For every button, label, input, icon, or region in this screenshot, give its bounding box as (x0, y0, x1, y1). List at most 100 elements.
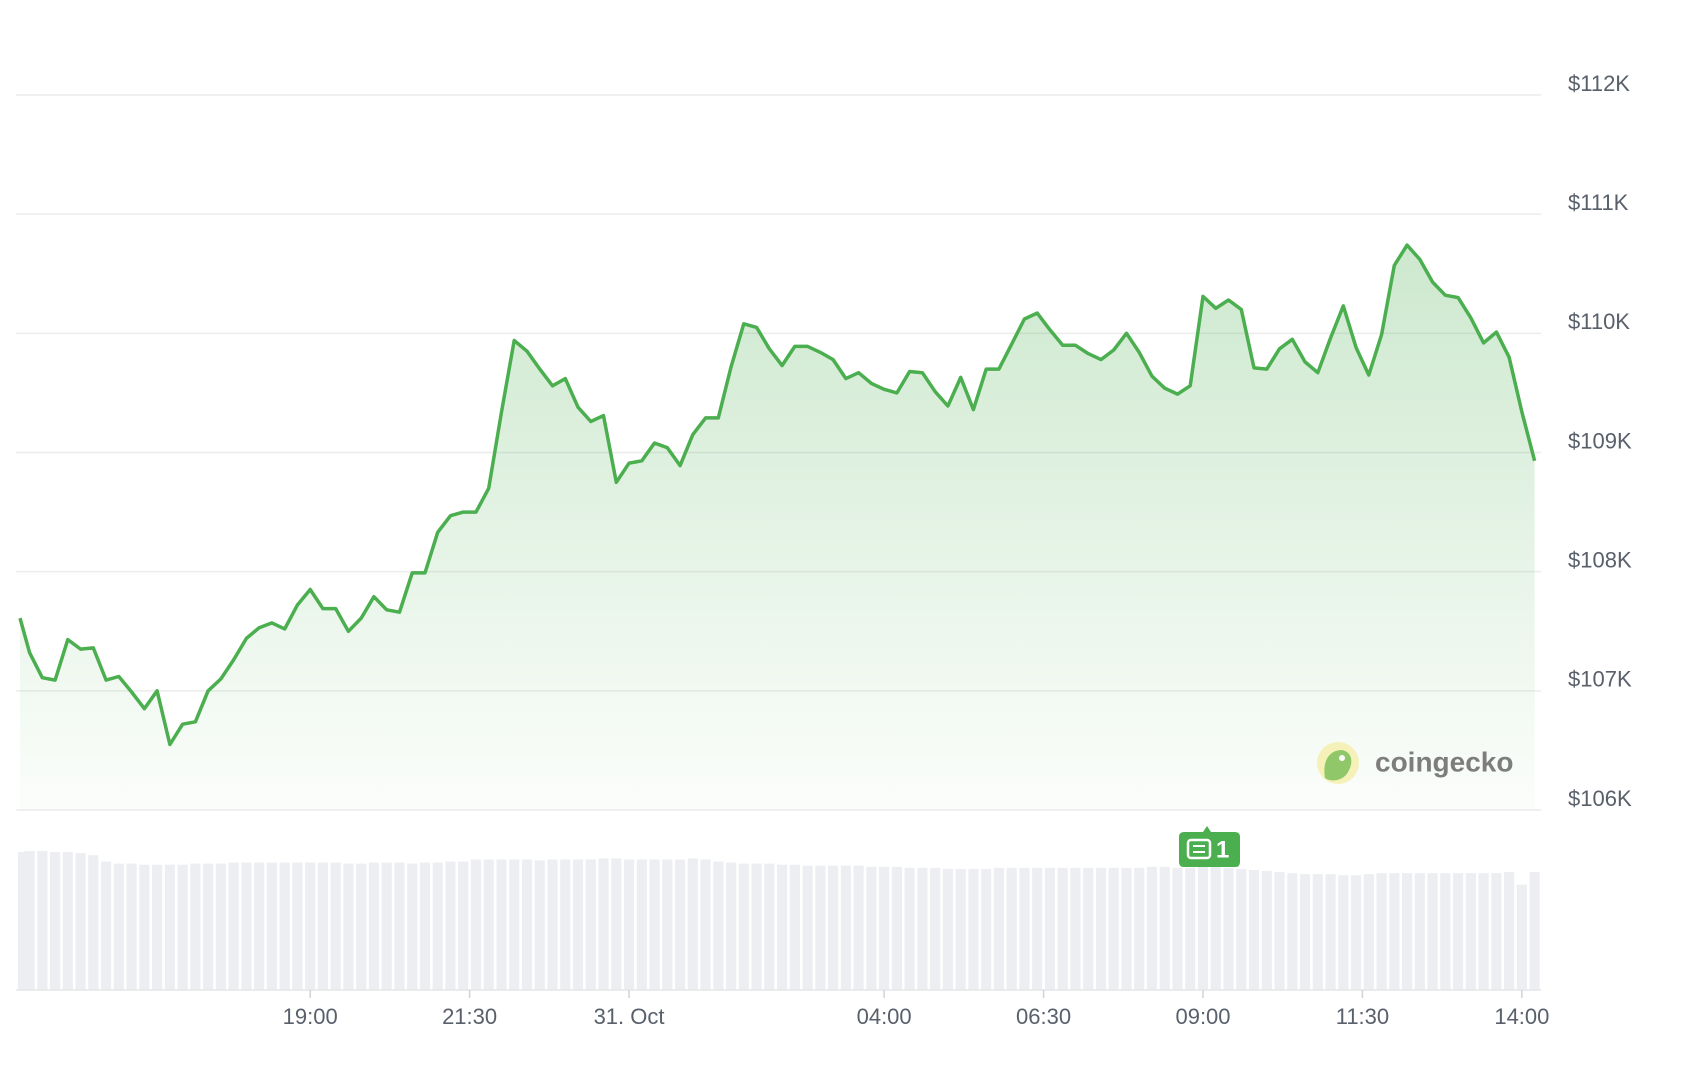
y-tick-label: $109K (1568, 428, 1632, 453)
volume-bar (1095, 867, 1107, 990)
volume-bar (177, 864, 188, 990)
volume-bar (687, 858, 698, 990)
volume-bar (190, 863, 201, 990)
volume-bar (1248, 869, 1260, 990)
volume-bar (521, 859, 533, 990)
volume-bar (968, 868, 979, 990)
volume-bar (547, 859, 558, 990)
volume-bar (726, 862, 737, 990)
volume-bar (368, 862, 380, 990)
volume-bar (483, 859, 494, 990)
volume-bar (1491, 873, 1502, 990)
volume-bar (1529, 872, 1540, 990)
x-tick-label: 09:00 (1175, 1004, 1230, 1029)
volume-bar (802, 865, 813, 990)
volume-bar (917, 867, 928, 990)
volume-bar (840, 865, 851, 990)
volume-bar (623, 859, 635, 990)
volume-bar (930, 867, 941, 990)
volume-bar (164, 864, 175, 990)
volume-bar (50, 852, 61, 990)
news-badge[interactable]: 1 (1179, 826, 1240, 867)
volume-bar (419, 862, 431, 990)
volume-bar (1299, 874, 1311, 990)
volume-bar (1083, 867, 1094, 990)
volume-bar (1185, 867, 1196, 990)
volume-bar (228, 862, 239, 990)
volume-bar (955, 868, 966, 990)
volume-bar (649, 859, 660, 990)
volume-bar (381, 862, 392, 990)
volume-bar (292, 862, 303, 990)
volume-bar (751, 863, 762, 990)
volume-bar (879, 866, 890, 990)
volume-bar (343, 863, 354, 990)
volume-bar (458, 861, 469, 990)
volume-bar (1197, 866, 1209, 990)
volume-bar (598, 858, 609, 990)
volume-bar (1223, 867, 1234, 990)
volume-bar (1402, 873, 1413, 990)
y-tick-label: $111K (1568, 190, 1629, 215)
volume-bar (203, 863, 214, 990)
y-tick-label: $112K (1568, 71, 1630, 96)
volume-bar (1261, 871, 1272, 990)
volume-bar (1350, 875, 1362, 990)
volume-bar (152, 864, 163, 990)
volume-bar (611, 858, 622, 990)
volume-bar (1044, 867, 1056, 990)
volume-bar (636, 859, 647, 990)
volume-bar (534, 860, 545, 990)
volume-bar (1108, 867, 1119, 990)
volume-bar (1414, 873, 1425, 990)
volume-bar (866, 866, 877, 990)
volume-bar (1172, 867, 1183, 990)
volume-bar (572, 859, 584, 990)
volume-bar (700, 859, 711, 990)
volume-bar (407, 863, 418, 990)
x-tick-label: 14:00 (1494, 1004, 1549, 1029)
volume-bar (1376, 873, 1387, 990)
volume-bar (674, 859, 686, 990)
volume-bar (1504, 872, 1515, 990)
volume-bar (993, 867, 1004, 990)
volume-bar (904, 867, 915, 990)
volume-bar (1363, 874, 1374, 990)
volume-bar (1006, 867, 1017, 990)
volume-bar (942, 868, 953, 990)
x-tick-label: 31. Oct (594, 1004, 665, 1029)
volume-bar (1516, 884, 1527, 990)
volume-bar (981, 868, 992, 990)
x-tick-label: 04:00 (857, 1004, 912, 1029)
y-tick-label: $106K (1568, 786, 1632, 811)
volume-bar (266, 862, 277, 990)
volume-bar (1121, 867, 1132, 990)
volume-bar (560, 859, 571, 990)
volume-bar (1146, 866, 1158, 990)
volume-bar (445, 861, 456, 990)
volume-bar (126, 863, 137, 990)
volume-bar (1287, 873, 1298, 990)
volume-bar (891, 866, 902, 990)
volume-bar (279, 862, 290, 990)
volume-bar (62, 852, 73, 990)
volume-bar (356, 863, 367, 990)
volume-bar (101, 861, 112, 990)
volume-bar (241, 862, 252, 990)
volume-bar (1427, 873, 1438, 990)
volume-bar (662, 859, 673, 990)
volume-bar (139, 864, 150, 990)
x-tick-label: 21:30 (442, 1004, 497, 1029)
volume-bar (789, 864, 800, 990)
volume-bar (75, 853, 86, 990)
volume-bar (1210, 866, 1221, 990)
volume-bar (1274, 872, 1285, 990)
volume-bar (394, 862, 405, 990)
volume-bar (1325, 874, 1336, 990)
watermark: coingecko (1317, 742, 1513, 784)
volume-bar (88, 855, 99, 990)
volume-bar (1453, 873, 1464, 990)
volume-bar (509, 859, 520, 990)
logo-eye (1339, 755, 1345, 761)
y-tick-label: $110K (1568, 309, 1630, 334)
